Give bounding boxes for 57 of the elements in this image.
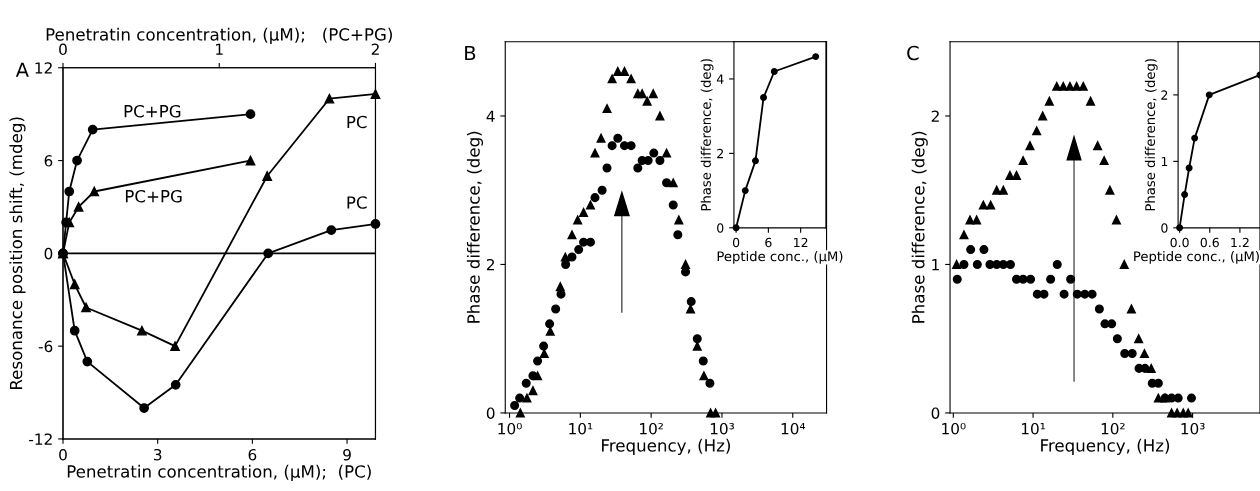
text: A	[15, 62, 29, 77]
x2-axis-title: Penetratin concentration, (µM); (PC+PG)	[46, 27, 392, 44]
text: C	[907, 45, 919, 61]
text: B	[465, 45, 476, 61]
x-tick-label: 10⁰	[498, 422, 522, 435]
annotation: PC+PG	[125, 189, 182, 203]
x-tick-label: 3	[154, 448, 162, 461]
x-tick-label: 6	[248, 448, 257, 461]
y-tick-label: 0	[717, 223, 724, 233]
y-axis-title: Phase difference, (deg)	[911, 131, 928, 323]
x-axis-title: Frequency, (Hz)	[602, 438, 730, 455]
y-tick-label: 4	[486, 110, 495, 122]
y-tick-label: 2	[486, 258, 495, 271]
x-tick-label: 6	[765, 237, 772, 248]
annotation: PC+PG	[124, 104, 181, 118]
y-tick-label: 4	[716, 74, 724, 84]
y-axis-title: Phase difference, (deg)	[700, 59, 714, 211]
x-axis-title: Peptide conc., (µM)	[717, 251, 843, 264]
y-tick-label: -12	[29, 433, 52, 445]
x2-tick-label: 0	[59, 43, 67, 56]
x-tick-label: 1.2	[1231, 237, 1249, 248]
x-tick-label: 10¹	[1021, 422, 1046, 435]
y-tick-label: 1	[932, 259, 939, 271]
x-tick-label: 10⁴	[781, 422, 806, 435]
y-tick-label: 0	[486, 407, 495, 419]
x-axis-title: Frequency, (Hz)	[1041, 438, 1170, 455]
y-tick-label: -6	[38, 340, 53, 353]
y-tick-label: 2	[1161, 90, 1168, 100]
x-tick-label: 10²	[640, 422, 663, 435]
x-tick-label: 0	[59, 448, 67, 461]
y-tick-label: 2	[931, 110, 939, 122]
x-tick-label: 10¹	[569, 422, 593, 435]
x-axis-title: Penetratin concentration, (µM); (PC)	[67, 464, 371, 481]
x-tick-label: 9	[343, 448, 351, 461]
x-tick-label: 10³	[1181, 422, 1205, 435]
y-tick-label: 1	[1161, 157, 1168, 167]
x-tick-label: 10⁰	[942, 422, 966, 435]
x-tick-label: 0.6	[1200, 237, 1219, 248]
x-tick-label: 0	[732, 237, 740, 248]
x2-tick-label: 2	[371, 43, 379, 55]
x2-tick-label: 1	[216, 43, 223, 55]
x-tick-label: 12	[794, 237, 808, 248]
x-tick-label: 10³	[710, 422, 734, 435]
y-tick-label: 6	[44, 155, 53, 167]
x-tick-label: 0.0	[1170, 237, 1189, 248]
annotation: PC	[347, 196, 367, 209]
x-tick-label: 10²	[1101, 422, 1125, 435]
y-tick-label: 12	[35, 62, 52, 74]
y-axis-title: Phase difference, (deg)	[1144, 59, 1158, 211]
y-axis-title: Phase difference, (deg)	[466, 131, 484, 323]
y-tick-label: 0	[931, 407, 940, 419]
annotation: PC	[347, 115, 367, 129]
y-tick-label: 0	[44, 247, 53, 260]
x-axis-title: Peptide conc., (µM)	[1134, 251, 1259, 264]
y-tick-label: 2	[717, 148, 723, 159]
y-tick-label: 0	[1161, 223, 1168, 233]
y-axis-title: Resonance position shift, (mdeg)	[9, 117, 26, 389]
